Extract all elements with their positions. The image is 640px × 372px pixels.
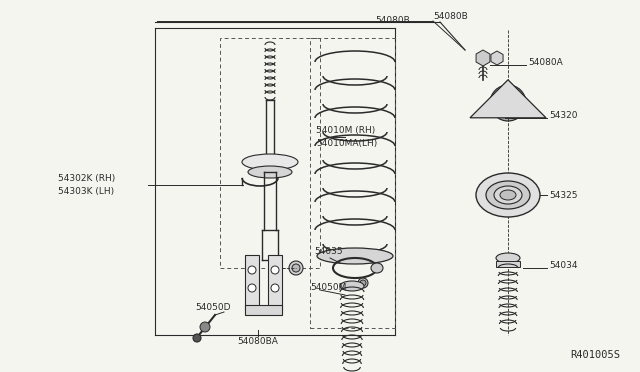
- Ellipse shape: [358, 278, 368, 288]
- Ellipse shape: [289, 261, 303, 275]
- Bar: [245, 255, 259, 310]
- Text: 54325: 54325: [549, 190, 577, 199]
- Ellipse shape: [496, 91, 520, 115]
- Text: R401005S: R401005S: [570, 350, 620, 360]
- Text: 54303K (LH): 54303K (LH): [58, 186, 114, 196]
- Text: 54010MA(LH): 54010MA(LH): [316, 138, 377, 148]
- Ellipse shape: [494, 186, 522, 204]
- Ellipse shape: [360, 280, 366, 286]
- Ellipse shape: [248, 284, 256, 292]
- Ellipse shape: [271, 266, 279, 274]
- Ellipse shape: [248, 266, 256, 274]
- Text: 54050D: 54050D: [195, 304, 230, 312]
- Bar: [268, 255, 282, 310]
- Ellipse shape: [317, 248, 393, 264]
- Ellipse shape: [476, 173, 540, 217]
- Bar: [496, 261, 520, 267]
- Ellipse shape: [248, 166, 292, 178]
- Ellipse shape: [371, 263, 383, 273]
- Text: 54302K (RH): 54302K (RH): [58, 173, 115, 183]
- Bar: [245, 305, 282, 315]
- Ellipse shape: [486, 181, 530, 209]
- Ellipse shape: [496, 253, 520, 263]
- Ellipse shape: [292, 264, 300, 272]
- Ellipse shape: [490, 85, 526, 121]
- Polygon shape: [491, 51, 503, 65]
- Ellipse shape: [481, 106, 490, 116]
- Ellipse shape: [500, 190, 516, 200]
- Text: 54080B: 54080B: [433, 12, 468, 20]
- Text: 54050M: 54050M: [310, 282, 346, 292]
- Polygon shape: [470, 80, 546, 118]
- Text: 54320: 54320: [549, 110, 577, 119]
- Ellipse shape: [271, 284, 279, 292]
- Text: 54080A: 54080A: [528, 58, 563, 67]
- Bar: [310, 38, 395, 328]
- Ellipse shape: [503, 83, 513, 92]
- Ellipse shape: [505, 100, 511, 106]
- Text: 54080BA: 54080BA: [237, 337, 278, 346]
- Text: 54034: 54034: [549, 260, 577, 269]
- Text: 54035: 54035: [314, 247, 342, 257]
- Polygon shape: [476, 50, 490, 66]
- Ellipse shape: [193, 334, 201, 342]
- Text: 54010M (RH): 54010M (RH): [316, 125, 375, 135]
- Bar: [220, 38, 320, 268]
- Ellipse shape: [340, 281, 364, 291]
- Ellipse shape: [502, 97, 514, 109]
- Ellipse shape: [242, 154, 298, 170]
- Text: 54080B: 54080B: [375, 16, 410, 25]
- Ellipse shape: [525, 106, 536, 116]
- Ellipse shape: [200, 322, 210, 332]
